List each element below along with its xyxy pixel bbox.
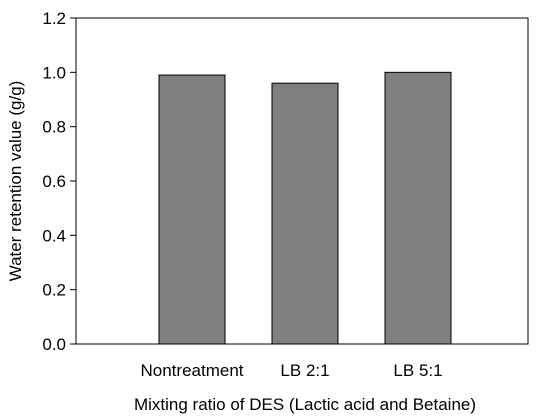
y-tick-label: 0.4 <box>42 226 66 245</box>
bar-lb-5-1 <box>384 71 452 345</box>
bar-nontreatment <box>158 74 226 345</box>
y-tick-label: 0.6 <box>42 172 66 191</box>
y-tick-label: 0.2 <box>42 281 66 300</box>
x-tick-label: LB 5:1 <box>393 361 442 380</box>
y-tick-label: 0.0 <box>42 335 66 354</box>
y-tick-label: 1.2 <box>42 9 66 28</box>
y-tick-label: 1.0 <box>42 63 66 82</box>
x-axis-title: Mixting ratio of DES (Lactic acid and Be… <box>134 395 476 414</box>
x-tick-label: Nontreatment <box>141 361 244 380</box>
bar-series <box>158 71 452 345</box>
y-axis-title: Water retention value (g/g) <box>6 81 25 282</box>
x-axis: Nontreatment LB 2:1 LB 5:1 <box>141 361 443 380</box>
y-axis: 0.0 0.2 0.4 0.6 0.8 1.0 1.2 <box>42 9 76 354</box>
bar-lb-2-1 <box>271 82 339 345</box>
y-tick-label: 0.8 <box>42 118 66 137</box>
x-tick-label: LB 2:1 <box>280 361 329 380</box>
